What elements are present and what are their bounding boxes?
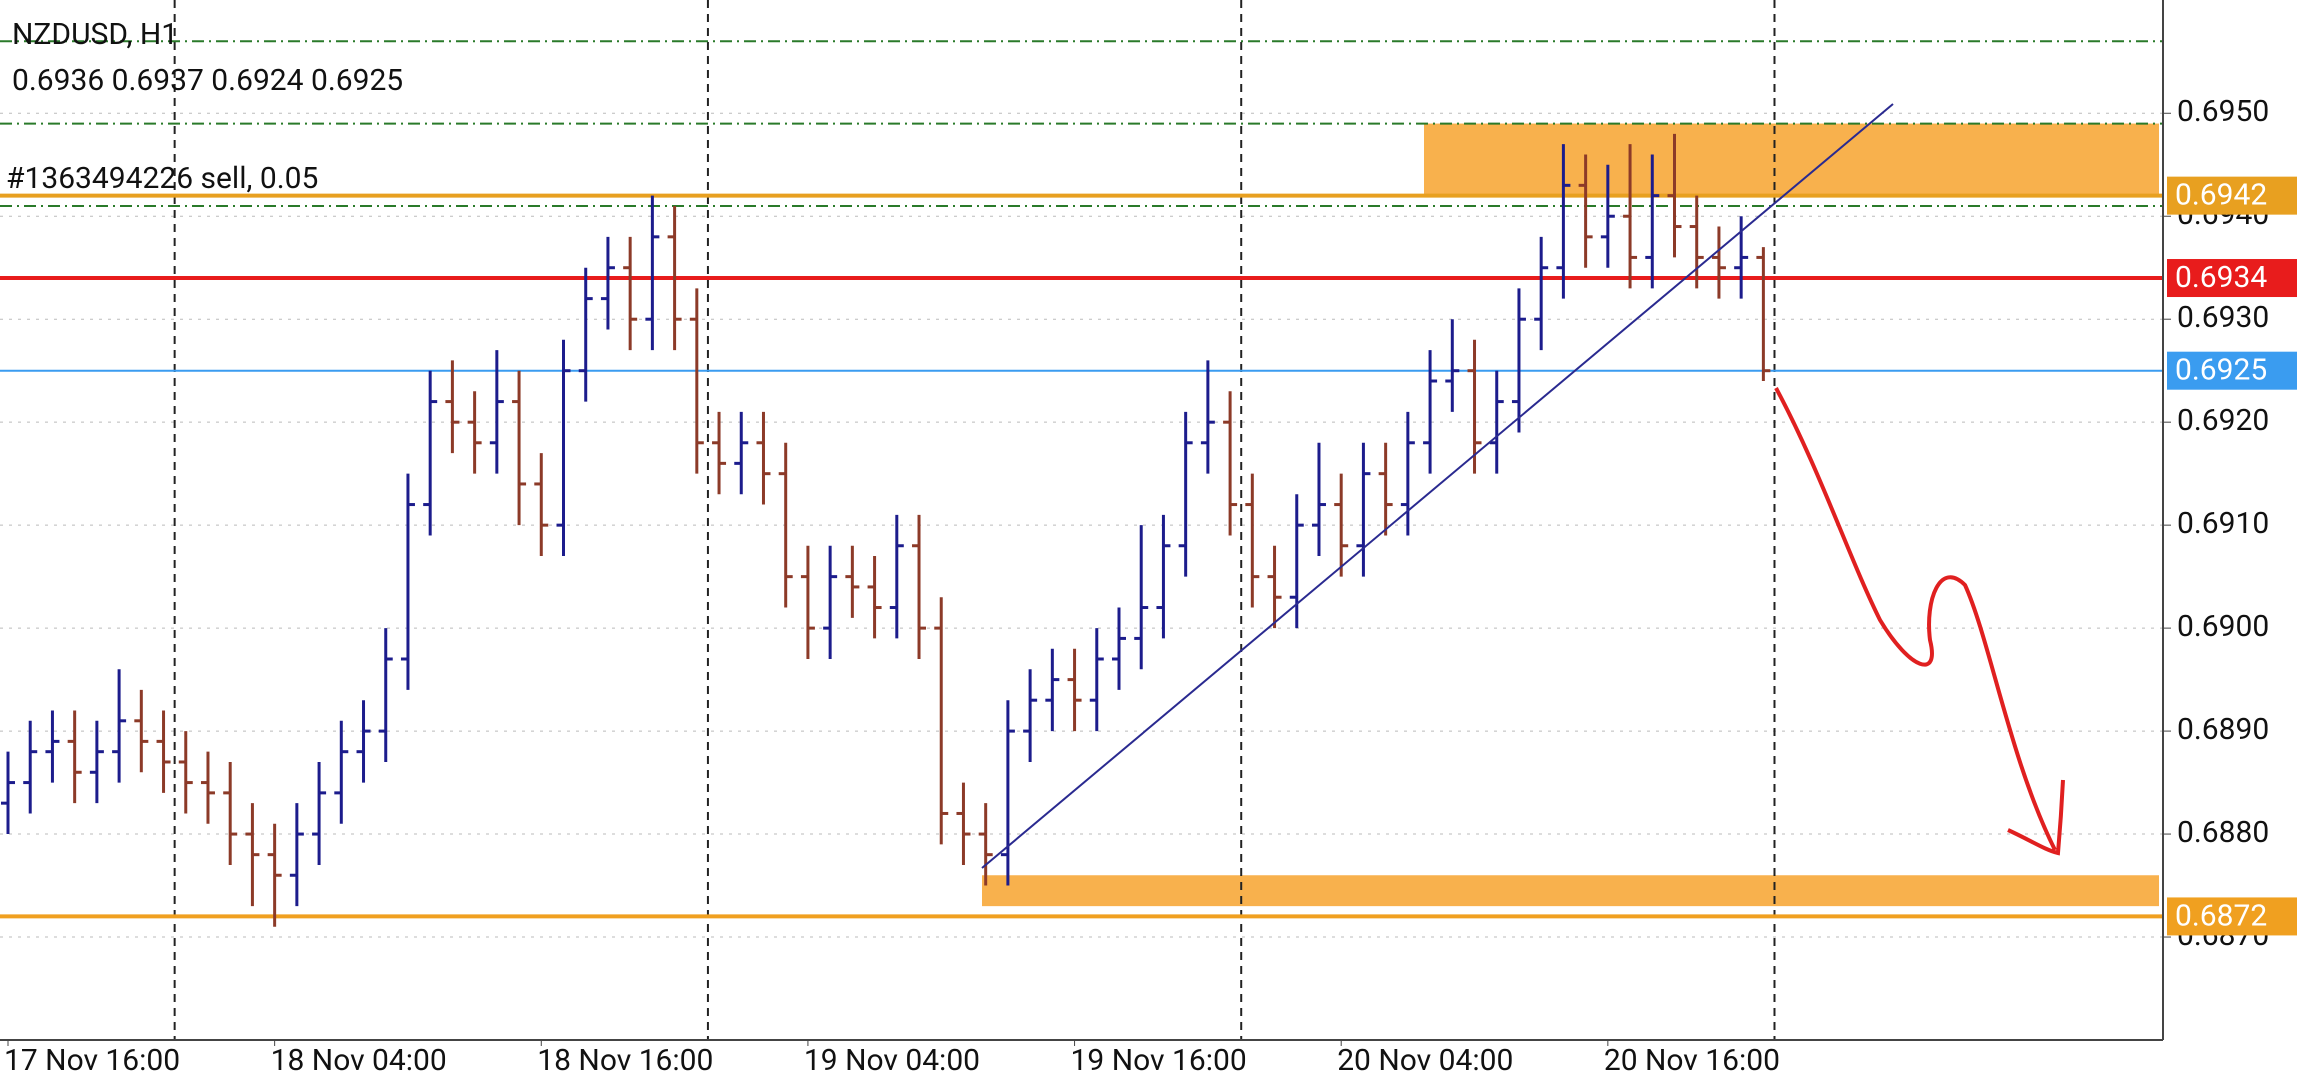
x-tick-label: 18 Nov 04:00 xyxy=(271,1043,447,1078)
price-label: 0.6942 xyxy=(2175,178,2267,213)
price-zone xyxy=(982,875,2159,907)
y-tick-label: 0.6930 xyxy=(2177,300,2269,335)
x-tick-label: 20 Nov 04:00 xyxy=(1337,1043,1513,1078)
drawn-arrow xyxy=(1774,387,2065,856)
price-label: 0.6872 xyxy=(2175,898,2267,933)
price-label-box xyxy=(2167,351,2297,390)
ohlc-readout: 0.6936 0.6937 0.6924 0.6925 xyxy=(12,63,403,98)
price-label: 0.6925 xyxy=(2175,353,2267,388)
y-tick-label: 0.6920 xyxy=(2177,403,2269,438)
y-tick-label: 0.6900 xyxy=(2177,609,2269,644)
x-tick-label: 18 Nov 16:00 xyxy=(537,1043,713,1078)
x-tick-label: 19 Nov 16:00 xyxy=(1071,1043,1247,1078)
price-zone xyxy=(1424,123,2159,196)
x-tick-label: 17 Nov 16:00 xyxy=(4,1043,180,1078)
y-tick-label: 0.6880 xyxy=(2177,815,2269,850)
trend-line xyxy=(981,103,1894,869)
price-label: 0.6934 xyxy=(2175,260,2267,295)
x-tick-label: 20 Nov 16:00 xyxy=(1604,1043,1780,1078)
order-label: #1363494226 sell, 0.05 xyxy=(6,161,318,196)
symbol-title: NZDUSD, H1 xyxy=(12,17,178,52)
price-label-box xyxy=(2167,897,2297,936)
price-label-box xyxy=(2167,176,2297,215)
y-tick-label: 0.6910 xyxy=(2177,506,2269,541)
y-tick-label: 0.6950 xyxy=(2177,94,2269,129)
x-tick-label: 19 Nov 04:00 xyxy=(804,1043,980,1078)
price-label-box xyxy=(2167,259,2297,298)
y-tick-label: 0.6890 xyxy=(2177,712,2269,747)
